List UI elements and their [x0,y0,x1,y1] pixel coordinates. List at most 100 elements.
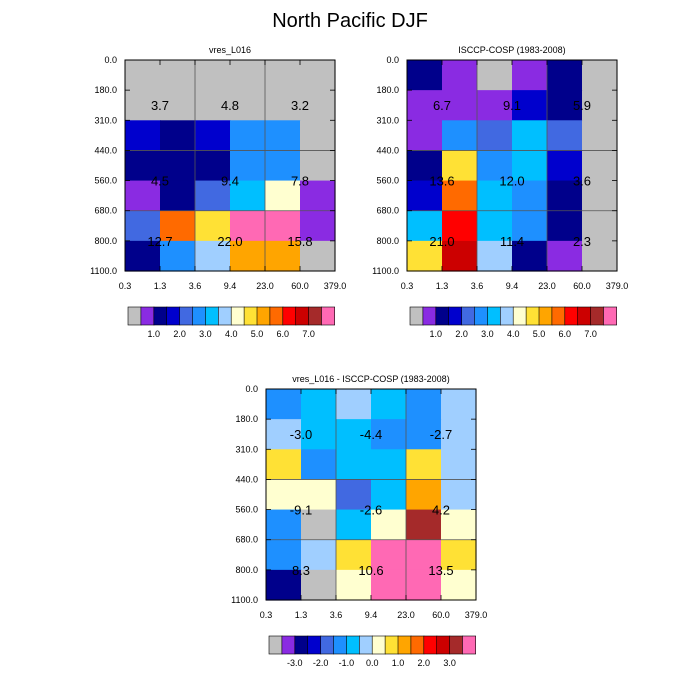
heatmap-cell [407,180,443,212]
x-tick-label: 23.0 [397,610,415,620]
colorbar-box [462,635,476,655]
y-tick-label: 180.0 [94,85,117,95]
colorbar-box [409,306,424,326]
colorbar-box [268,635,283,655]
colorbar-label: 0.0 [366,658,379,668]
heatmap-cell [547,90,583,121]
heatmap-cell [547,150,583,182]
x-tick-label: 1.3 [295,610,308,620]
heatmap-cell [230,240,266,272]
colorbar-box [461,306,476,326]
heatmap-cell [477,120,513,152]
heatmap-cell [512,90,548,121]
x-tick-label: 60.0 [573,281,591,291]
heatmap-cell [301,449,337,481]
colorbar-label: 3.0 [443,658,456,668]
heatmap-cell [195,240,231,272]
heatmap-cell [336,449,372,481]
colorbar-box [358,635,373,655]
colorbar-box [153,306,168,326]
heatmap-cell [265,120,301,152]
heatmap-cell [371,539,407,571]
heatmap-cell [265,240,301,272]
heatmap-cell [512,120,548,152]
colorbar-label: 7.0 [584,329,597,339]
heatmap-cell [266,419,302,450]
panel-1: vres_L016 0.0 180.0 310.0 440.0 560.0 680.0 800… [90,45,346,291]
y-tick-label: 310.0 [376,115,399,125]
heatmap-cell [442,90,478,121]
colorbar-box [218,306,232,326]
heatmap-cell [407,120,443,152]
heatmap-cell [160,240,196,272]
colorbar-box [140,306,155,326]
block-value-label: 7.8 [291,174,309,189]
colorbar-label: 6.0 [559,329,572,339]
heatmap-cell [301,479,337,511]
block-value-label: 4.2 [432,503,450,518]
x-tick-label: 379.0 [324,281,347,291]
heatmap-cell [300,60,336,91]
colorbar-label: 5.0 [533,329,546,339]
colorbar-label: 4.0 [225,329,238,339]
colorbar-box [281,635,296,655]
colorbar-box [384,635,399,655]
heatmap-cell [371,389,407,420]
colorbar-box [551,306,566,326]
colorbar-box [320,635,335,655]
colorbar-box [525,306,540,326]
block-value-label: 6.7 [433,98,451,113]
colorbar-1: 1.0 2.0 3.0 4.0 5.0 6.0 7.0 [127,306,335,339]
heatmap-cell [442,60,478,91]
heatmap-cell [336,509,372,541]
colorbar-box [269,306,284,326]
block-value-label: 22.0 [217,234,242,249]
colorbar-label: -1.0 [339,658,355,668]
heatmap-cell [441,479,477,511]
block-value-label: 15.8 [287,234,312,249]
x-tick-label: 60.0 [432,610,450,620]
heatmap-cell [195,150,231,182]
heatmap-cell [265,90,301,121]
heatmap-cell [512,210,548,242]
heatmap-cell [441,509,477,541]
block-value-label: 10.6 [358,563,383,578]
block-value-label: 3.2 [291,98,309,113]
colorbar-box [243,306,258,326]
y-tick-label: 680.0 [376,206,399,216]
heatmap-cell [442,180,478,212]
heatmap-cell [371,479,407,511]
heatmap-cell [407,210,443,242]
heatmap-cell [301,509,337,541]
heatmap-cell [477,180,513,212]
colorbar-box [422,306,437,326]
block-value-label: 4.8 [221,98,239,113]
heatmap-cell [582,90,618,121]
heatmap-cell [547,240,583,272]
block-value-label: 21.0 [429,234,454,249]
y-tick-label: 680.0 [235,535,258,545]
heatmap-cell [160,90,196,121]
heatmap-cell [477,60,513,91]
colorbar-label: 3.0 [481,329,494,339]
heatmap-cell [301,539,337,571]
block-value-label: 9.4 [221,174,239,189]
y-tick-label: 800.0 [94,236,117,246]
colorbar-label: 4.0 [507,329,520,339]
y-tick-label: 180.0 [376,85,399,95]
colorbar-box [166,306,181,326]
colorbar-box [127,306,142,326]
colorbar-box [346,635,360,655]
colorbar-label: 1.0 [148,329,161,339]
colorbar-label: 2.0 [455,329,468,339]
heatmap-cell [477,150,513,182]
heatmap-cell [266,479,302,511]
heatmap-cell [265,150,301,182]
colorbar-box [256,306,271,326]
heatmap-cell [582,240,618,272]
heatmap-cell [195,210,231,242]
heatmap-cell [442,240,478,272]
heatmap-cell [406,569,442,601]
heatmap-cell [265,210,301,242]
heatmap-cell [160,150,196,182]
